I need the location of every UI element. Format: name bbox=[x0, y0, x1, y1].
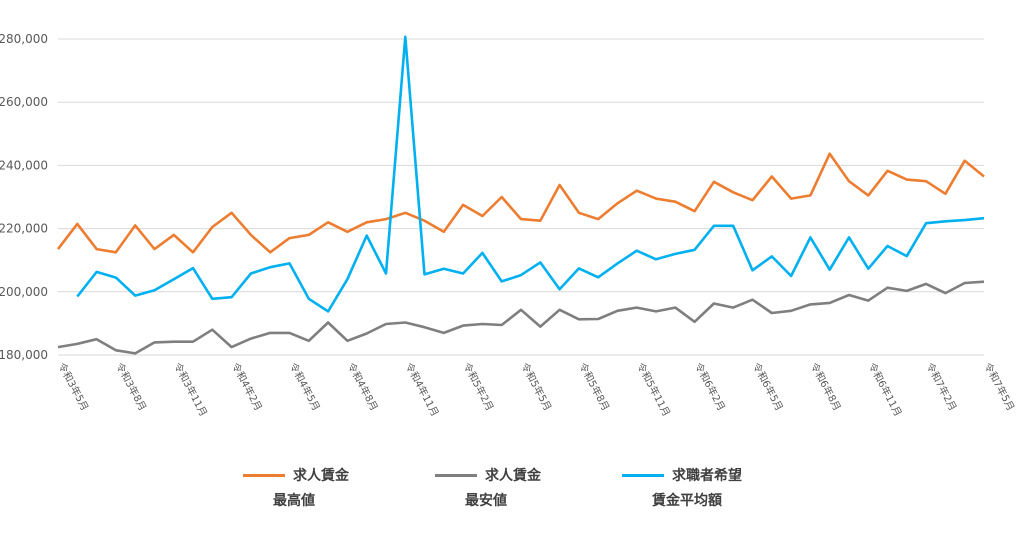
legend-label-series-3-line-1: 求職者希望 bbox=[672, 468, 742, 484]
x-tick-label: 令和5年2月 bbox=[460, 360, 496, 413]
y-tick-label: 220,000 bbox=[0, 222, 48, 236]
x-tick-label: 令和3年11月 bbox=[171, 360, 210, 418]
y-tick-label: 200,000 bbox=[0, 285, 48, 299]
series-line-3 bbox=[76, 35, 985, 313]
legend-swatch-series-2 bbox=[435, 473, 477, 477]
gridlines bbox=[58, 38, 984, 356]
x-tick-label: 令和5年5月 bbox=[518, 360, 554, 413]
legend-swatch-series-3 bbox=[622, 473, 664, 477]
x-tick-label: 令和3年8月 bbox=[113, 360, 149, 413]
series-line-1 bbox=[56, 152, 985, 254]
legend-label-series-1-line-2: 最高値 bbox=[273, 493, 315, 509]
y-tick-label: 280,000 bbox=[0, 32, 48, 46]
legend-label-series-2-line-2: 最安値 bbox=[465, 493, 507, 509]
x-tick-label: 令和5年8月 bbox=[576, 360, 612, 413]
series-line-2 bbox=[57, 280, 985, 355]
x-tick-label: 令和4年11月 bbox=[403, 360, 442, 418]
legend-swatch-series-1 bbox=[243, 473, 285, 477]
y-tick-label: 260,000 bbox=[0, 95, 48, 109]
y-tick-label: 240,000 bbox=[0, 158, 48, 172]
y-axis-tick-labels: 180,000 200,000 220,000 240,000 260,000 280,0… bbox=[0, 32, 48, 362]
legend-item-series-3: 求職者希望 賃金平均額 bbox=[622, 462, 742, 510]
x-tick-label: 令和4年2月 bbox=[229, 360, 265, 413]
x-tick-label: 令和3年5月 bbox=[55, 360, 91, 413]
x-tick-label: 令和7年5月 bbox=[981, 360, 1017, 413]
x-tick-label: 令和6年2月 bbox=[692, 360, 728, 413]
x-tick-label: 令和4年8月 bbox=[345, 360, 381, 413]
x-tick-label: 令和5年11月 bbox=[634, 360, 673, 418]
x-tick-label: 令和7年2月 bbox=[923, 360, 959, 413]
x-axis-tick-labels: 令和3年5月 令和3年8月 令和3年11月 令和4年2月 令和4年5月 令和4年8月 令和4… bbox=[55, 360, 1017, 418]
x-tick-label: 令和6年11月 bbox=[866, 360, 905, 418]
x-tick-label: 令和6年8月 bbox=[808, 360, 844, 413]
legend-label-series-1-line-1: 求人賃金 bbox=[293, 468, 349, 484]
legend-item-series-2: 求人賃金 最安値 bbox=[435, 462, 541, 510]
series-lines bbox=[56, 35, 985, 355]
x-tick-label: 令和4年5月 bbox=[287, 360, 323, 413]
x-tick-label: 令和6年5月 bbox=[750, 360, 786, 413]
legend-label-series-2-line-1: 求人賃金 bbox=[485, 468, 541, 484]
legend-label-series-3-line-2: 賃金平均額 bbox=[652, 493, 722, 509]
legend-item-series-1: 求人賃金 最高値 bbox=[243, 462, 349, 510]
y-tick-label: 180,000 bbox=[0, 348, 48, 362]
